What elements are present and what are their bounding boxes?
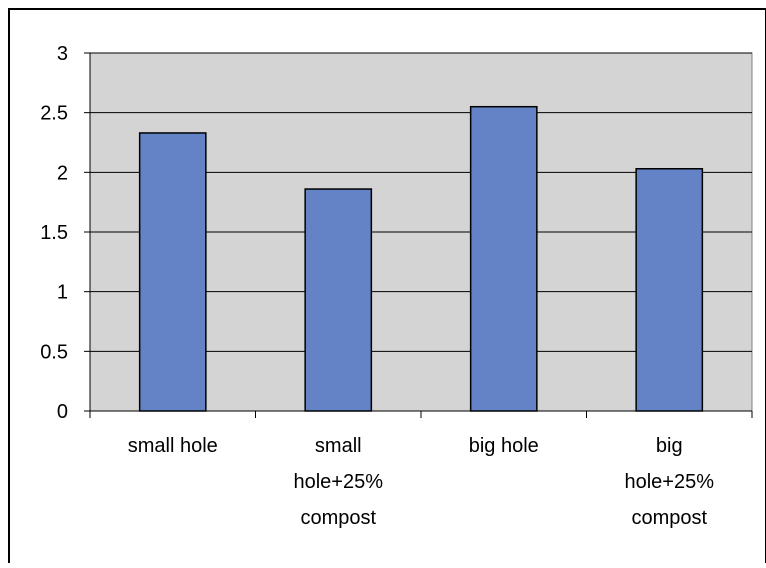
x-category-label-line: compost bbox=[631, 507, 707, 529]
x-category-label-line: hole+25% bbox=[624, 471, 714, 493]
x-category-label-line: compost bbox=[300, 507, 376, 529]
bar bbox=[635, 168, 704, 412]
x-category-label: small hole bbox=[128, 435, 218, 457]
bar bbox=[138, 132, 207, 412]
x-category-label: big hole bbox=[469, 435, 539, 457]
bar bbox=[304, 188, 373, 412]
axes bbox=[84, 52, 753, 418]
y-tick-label: 2.5 bbox=[40, 103, 68, 125]
y-tick-label: 1 bbox=[57, 282, 68, 304]
y-tick-labels: 0 0.5 1 1.5 2 2.5 3 bbox=[40, 43, 68, 423]
x-category-label-line: small hole bbox=[128, 435, 218, 457]
y-tick-label: 1.5 bbox=[40, 222, 68, 244]
x-category-label-line: big hole bbox=[469, 435, 539, 457]
x-category-label: big hole+25% compost bbox=[624, 435, 714, 529]
y-tick-label: 0 bbox=[57, 401, 68, 423]
x-category-label-line: hole+25% bbox=[293, 471, 383, 493]
x-category-label-line: big bbox=[656, 435, 683, 457]
x-category-label: small hole+25% compost bbox=[293, 435, 383, 529]
x-category-label-line: small bbox=[315, 435, 362, 457]
x-category-labels: small hole small hole+25% compost big hole bi… bbox=[128, 435, 714, 529]
y-tick-label: 3 bbox=[57, 43, 68, 65]
y-tick-label: 2 bbox=[57, 162, 68, 184]
y-tick-label: 0.5 bbox=[40, 341, 68, 363]
bar bbox=[469, 105, 538, 412]
